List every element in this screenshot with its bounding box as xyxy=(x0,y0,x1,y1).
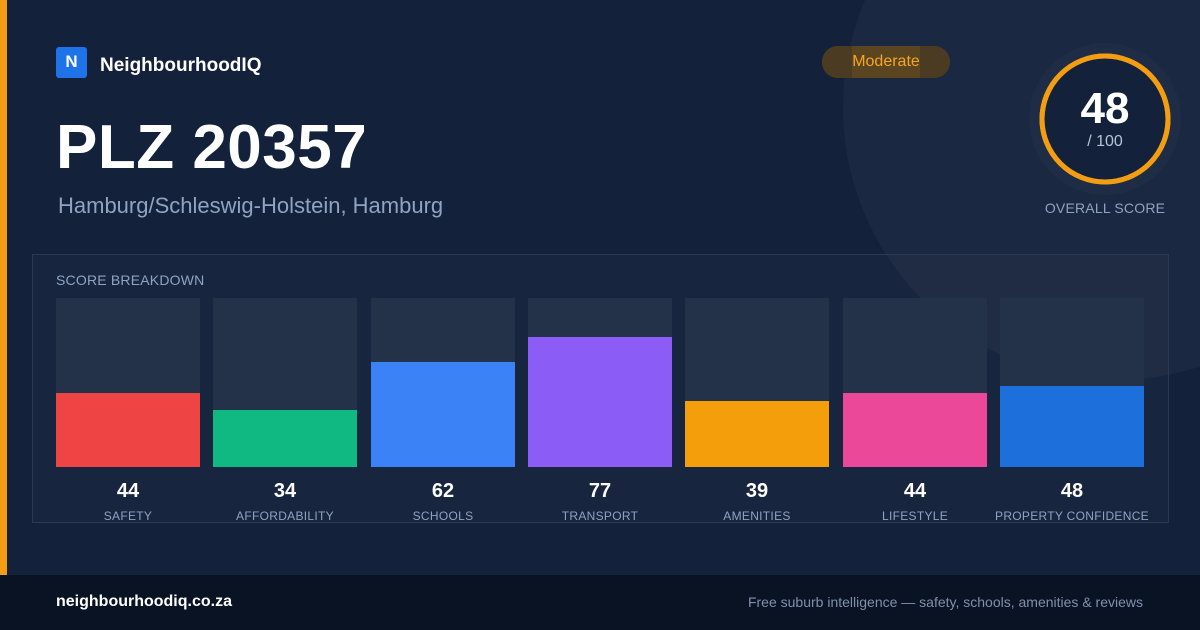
bar-label: LIFESTYLE xyxy=(881,509,949,523)
bar-track xyxy=(685,298,829,467)
score-bar-safety: 44 SAFETY xyxy=(56,298,200,528)
bar-value: 44 xyxy=(116,480,140,502)
score-ring-progress xyxy=(1039,53,1171,185)
rating-badge: Moderate xyxy=(822,46,950,78)
bar-fill xyxy=(685,401,829,467)
bar-track xyxy=(56,298,200,467)
score-bar-property-confidence: 48 PROPERTY CONFIDENCE xyxy=(995,298,1149,528)
brand-logo-icon: N xyxy=(56,46,87,78)
bar-value: 44 xyxy=(903,480,927,502)
score-bar-transport: 77 TRANSPORT xyxy=(528,298,672,528)
bar-track xyxy=(371,298,515,467)
score-bar-affordability: 34 AFFORDABILITY xyxy=(213,298,357,528)
bar-label: AFFORDABILITY xyxy=(236,509,334,523)
score-breakdown-panel xyxy=(32,254,1169,523)
bar-fill xyxy=(371,362,515,467)
bar-fill xyxy=(528,337,672,467)
bar-value: 39 xyxy=(745,480,769,502)
score-bar-lifestyle: 44 LIFESTYLE xyxy=(843,298,987,528)
bar-value: 62 xyxy=(431,480,455,502)
overall-score-max: / 100 xyxy=(1087,133,1123,150)
bar-value: 77 xyxy=(588,480,612,502)
accent-strip xyxy=(0,0,7,575)
bar-label: AMENITIES xyxy=(723,509,791,523)
bar-value: 34 xyxy=(273,480,297,502)
bar-track xyxy=(843,298,987,467)
brand: N NeighbourhoodIQ xyxy=(56,46,261,78)
bar-fill xyxy=(213,410,357,467)
bar-value: 48 xyxy=(1060,480,1084,502)
score-breakdown-title: SCORE BREAKDOWN xyxy=(56,272,205,288)
footer-tagline: Free suburb intelligence — safety, schoo… xyxy=(747,594,1143,610)
bar-track xyxy=(1000,298,1144,467)
score-bar-schools: 62 SCHOOLS xyxy=(371,298,515,528)
footer xyxy=(0,575,1200,630)
bar-label: SAFETY xyxy=(103,509,153,523)
bar-track xyxy=(528,298,672,467)
bar-fill xyxy=(56,393,200,467)
bar-fill xyxy=(1000,386,1144,467)
overall-score-ring xyxy=(1029,43,1181,195)
overall-score-value: 48 xyxy=(1080,84,1130,133)
rating-badge-label: Moderate xyxy=(852,53,920,70)
page-title: PLZ 20357 xyxy=(56,113,368,182)
overall-score-caption: OVERALL SCORE xyxy=(1044,200,1166,216)
brand-name: NeighbourhoodIQ xyxy=(100,55,262,76)
bar-track xyxy=(213,298,357,467)
bar-label: TRANSPORT xyxy=(561,509,639,523)
score-bar-amenities: 39 AMENITIES xyxy=(685,298,829,528)
location-subtitle: Hamburg/Schleswig-Holstein, Hamburg xyxy=(58,193,444,218)
bar-fill xyxy=(843,393,987,467)
bar-label: SCHOOLS xyxy=(412,509,474,523)
footer-site-link[interactable]: neighbourhoodiq.co.za xyxy=(56,593,232,610)
bar-label: PROPERTY CONFIDENCE xyxy=(995,509,1149,523)
